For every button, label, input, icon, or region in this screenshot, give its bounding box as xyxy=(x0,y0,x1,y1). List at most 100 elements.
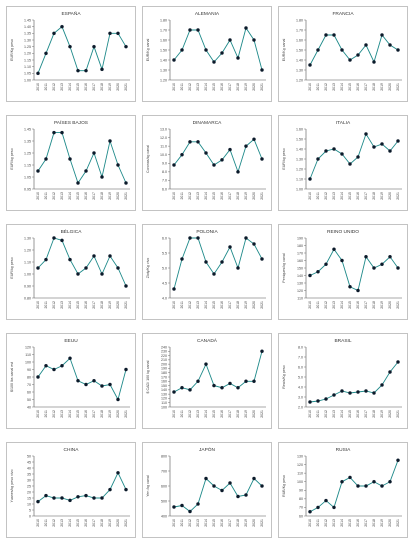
chart-frame xyxy=(6,6,136,102)
data-point xyxy=(172,58,176,62)
data-point xyxy=(180,48,184,52)
data-point xyxy=(372,266,376,270)
x-tick-label: 2019 xyxy=(108,410,112,418)
data-point xyxy=(204,48,208,52)
data-point xyxy=(340,479,344,484)
y-tick-label: 1.10 xyxy=(24,65,31,69)
data-point xyxy=(228,245,232,249)
data-point xyxy=(52,367,56,372)
data-point xyxy=(356,484,360,488)
data-point xyxy=(76,272,80,276)
x-tick-label: 2017 xyxy=(364,83,368,91)
data-point xyxy=(116,266,120,270)
x-tick-label: 2010 xyxy=(172,192,176,200)
data-point xyxy=(348,58,352,62)
x-tick-label: 2013 xyxy=(196,192,200,200)
data-point xyxy=(236,266,240,270)
x-tick-label: 2014 xyxy=(204,519,208,527)
x-tick-label: 2015 xyxy=(212,301,216,309)
chart-14: JAPÓN 400 500 600 700 800 Yen /kg canal 2010 201… xyxy=(142,442,272,538)
y-tick-label: 90 xyxy=(27,368,31,372)
data-point xyxy=(212,484,216,488)
data-point xyxy=(244,493,248,497)
data-point xyxy=(332,247,336,251)
y-tick-label: 80 xyxy=(299,497,303,501)
x-tick-label: 2020 xyxy=(252,83,256,91)
data-point xyxy=(332,393,336,397)
x-tick-label: 2011 xyxy=(44,192,48,200)
chart-12: BRASIL 2.0 3.0 4.0 5.0 6.0 7.0 8.0 Reais/Kg peso… xyxy=(278,333,408,429)
data-point xyxy=(364,389,368,393)
y-tick-label: 160 xyxy=(297,259,303,263)
data-point xyxy=(196,379,200,384)
data-point xyxy=(204,260,208,264)
x-tick-label: 2020 xyxy=(252,519,256,527)
y-tick-label: 160 xyxy=(161,380,167,384)
data-point xyxy=(252,379,256,384)
x-tick-label: 2019 xyxy=(108,301,112,309)
data-point xyxy=(220,158,224,162)
y-tick-label: 40 xyxy=(27,405,31,409)
data-point xyxy=(100,67,104,72)
x-tick-label: 2012 xyxy=(324,192,328,200)
x-tick-label: 2013 xyxy=(332,192,336,200)
x-tick-label: 2012 xyxy=(188,83,192,91)
x-tick-label: 2014 xyxy=(204,410,208,418)
chart-frame xyxy=(142,115,272,211)
x-tick-label: 2016 xyxy=(220,83,224,91)
y-tick-label: 1.35 xyxy=(24,139,31,143)
data-point xyxy=(196,502,200,506)
data-point xyxy=(108,139,112,143)
chart-5: DINAMARCA 6.0 7.0 8.0 9.0 10.0 11.0 12.0 13.0 Cor… xyxy=(142,115,272,211)
x-tick-label: 2012 xyxy=(188,192,192,200)
x-tick-label: 2011 xyxy=(316,519,320,527)
data-point xyxy=(396,458,400,463)
y-tick-label: 1.60 xyxy=(296,38,303,42)
data-point xyxy=(380,33,384,37)
data-point xyxy=(100,384,104,388)
data-point xyxy=(364,43,368,47)
chart-title: BÉLGICA xyxy=(61,228,83,235)
data-point xyxy=(44,51,48,56)
x-tick-label: 2010 xyxy=(36,192,40,200)
data-point xyxy=(60,363,64,368)
data-point xyxy=(244,236,248,240)
chart-title: BRASIL xyxy=(334,338,351,344)
x-tick-label: 2015 xyxy=(348,83,352,91)
y-tick-label: 110 xyxy=(25,353,31,357)
data-point xyxy=(60,496,64,500)
y-tick-label: 40 xyxy=(27,466,31,470)
x-tick-label: 2020 xyxy=(388,83,392,91)
y-tick-label: 100 xyxy=(25,360,31,364)
y-tick-label: 1.15 xyxy=(24,163,31,167)
data-point xyxy=(348,162,352,166)
x-tick-label: 2015 xyxy=(76,192,80,200)
x-tick-label: 2011 xyxy=(180,519,184,527)
x-tick-label: 2017 xyxy=(92,83,96,91)
y-tick-label: 210 xyxy=(161,358,167,362)
y-tick-label: 1.05 xyxy=(24,175,31,179)
x-tick-label: 2018 xyxy=(236,192,240,200)
y-tick-label: 25 xyxy=(27,484,31,488)
data-point xyxy=(364,254,368,259)
data-point xyxy=(68,44,72,49)
y-tick-label: 1.00 xyxy=(24,78,31,82)
x-tick-label: 2015 xyxy=(348,410,352,418)
x-tick-label: 2021 xyxy=(396,83,400,91)
chart-2: ALEMANIA 1.20 1.30 1.40 1.50 1.60 1.70 1.80 EUR/… xyxy=(142,6,272,102)
chart-7: BÉLGICA 0.80 0.90 1.00 1.10 1.20 1.30 EUR/kg pe… xyxy=(6,224,136,320)
x-tick-label: 2019 xyxy=(108,519,112,527)
chart-frame xyxy=(278,224,408,320)
data-point xyxy=(68,498,72,503)
data-point xyxy=(332,505,336,510)
data-point xyxy=(372,145,376,149)
data-point xyxy=(212,163,216,167)
data-point xyxy=(188,140,192,144)
data-point xyxy=(188,28,192,32)
x-tick-label: 2012 xyxy=(188,519,192,527)
y-tick-label: 230 xyxy=(161,350,167,354)
x-tick-label: 2013 xyxy=(332,519,336,527)
x-tick-label: 2014 xyxy=(340,410,344,418)
y-tick-label: 35 xyxy=(27,472,31,476)
x-tick-label: 2017 xyxy=(228,192,232,200)
